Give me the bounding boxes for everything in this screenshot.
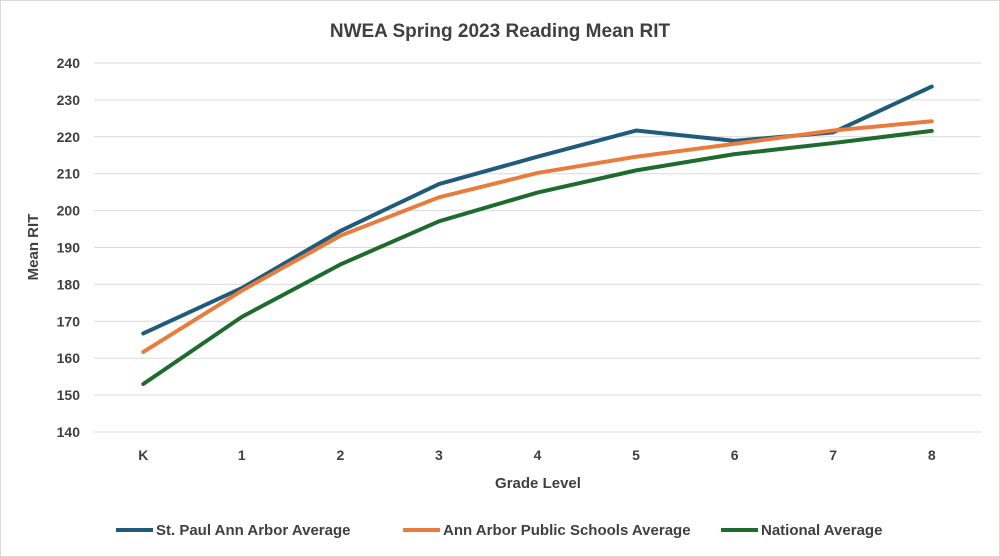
series-lines bbox=[141, 84, 934, 387]
y-tick-label: 170 bbox=[57, 313, 81, 329]
y-tick-label: 180 bbox=[57, 276, 81, 292]
legend: St. Paul Ann Arbor Average Ann Arbor Publ… bbox=[116, 522, 882, 539]
y-tick-label: 200 bbox=[57, 203, 81, 219]
x-tick-label: 5 bbox=[632, 447, 640, 463]
y-tick-label: 240 bbox=[57, 55, 81, 71]
series-line bbox=[141, 84, 934, 336]
gridlines bbox=[94, 62, 981, 433]
x-tick-label: 2 bbox=[336, 447, 344, 463]
y-tick-label: 210 bbox=[57, 166, 81, 182]
y-tick-label: 230 bbox=[57, 92, 81, 108]
x-axis-title: Grade Level bbox=[495, 475, 581, 492]
x-tick-label: 7 bbox=[829, 447, 837, 463]
x-tick-label: 6 bbox=[731, 447, 739, 463]
y-tick-label: 160 bbox=[57, 350, 81, 366]
x-tick-label: 1 bbox=[238, 447, 246, 463]
y-tick-label: 190 bbox=[57, 240, 81, 256]
chart-title: NWEA Spring 2023 Reading Mean RIT bbox=[330, 21, 671, 42]
y-tick-label: 140 bbox=[57, 424, 81, 440]
y-tick-label: 220 bbox=[57, 129, 81, 145]
y-axis-ticks: 140 150 160 170 180 190 200 210 220 230 240 bbox=[57, 55, 81, 440]
legend-label: National Average bbox=[761, 522, 882, 539]
series-line bbox=[141, 128, 934, 387]
y-tick-label: 150 bbox=[57, 387, 81, 403]
legend-label: St. Paul Ann Arbor Average bbox=[156, 522, 350, 539]
x-tick-label: K bbox=[138, 447, 148, 463]
series-line bbox=[141, 119, 934, 354]
x-tick-label: 4 bbox=[534, 447, 542, 463]
x-tick-label: 8 bbox=[928, 447, 936, 463]
y-axis-title: Mean RIT bbox=[25, 214, 42, 281]
legend-label: Ann Arbor Public Schools Average bbox=[443, 522, 691, 539]
x-axis-ticks: K 1 2 3 4 5 6 7 8 bbox=[138, 447, 936, 463]
x-tick-label: 3 bbox=[435, 447, 443, 463]
